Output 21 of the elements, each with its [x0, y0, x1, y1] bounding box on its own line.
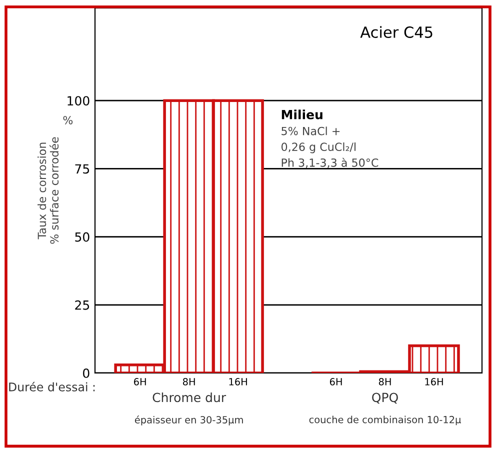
x-tick-label: 6H — [330, 378, 342, 386]
text: Acier C45 — [360, 26, 432, 38]
text: Chrome dur — [152, 392, 226, 402]
annotation: 5% NaCl + 0,26 g CuCl₂/l Ph 3,1-3,3 à 50°C — [281, 126, 378, 168]
x-tick-label: 8H — [378, 378, 391, 386]
annotation: Milieu — [282, 110, 322, 120]
text: épaisseur en 30-35µm — [134, 416, 243, 426]
y-tick-label: 100 — [68, 96, 90, 106]
y-axis-title: Taux de corrosion % surface corrodée — [38, 137, 59, 244]
y-tick-label: 0 — [83, 368, 90, 378]
text: couche de combinaison 10-12µ — [309, 416, 461, 426]
text: Durée d'essai : — [9, 382, 95, 392]
y-tick-label: 50 — [75, 232, 90, 242]
y-tick-label: 75 — [75, 164, 90, 174]
x-tick-label: 8H — [182, 378, 195, 386]
y-tick-label: 25 — [75, 300, 90, 310]
x-tick-label: 16H — [425, 378, 443, 386]
text: QPQ — [372, 392, 398, 404]
x-tick-label: 6H — [134, 378, 146, 386]
x-tick-label: 16H — [229, 378, 247, 386]
text: % — [63, 116, 73, 124]
